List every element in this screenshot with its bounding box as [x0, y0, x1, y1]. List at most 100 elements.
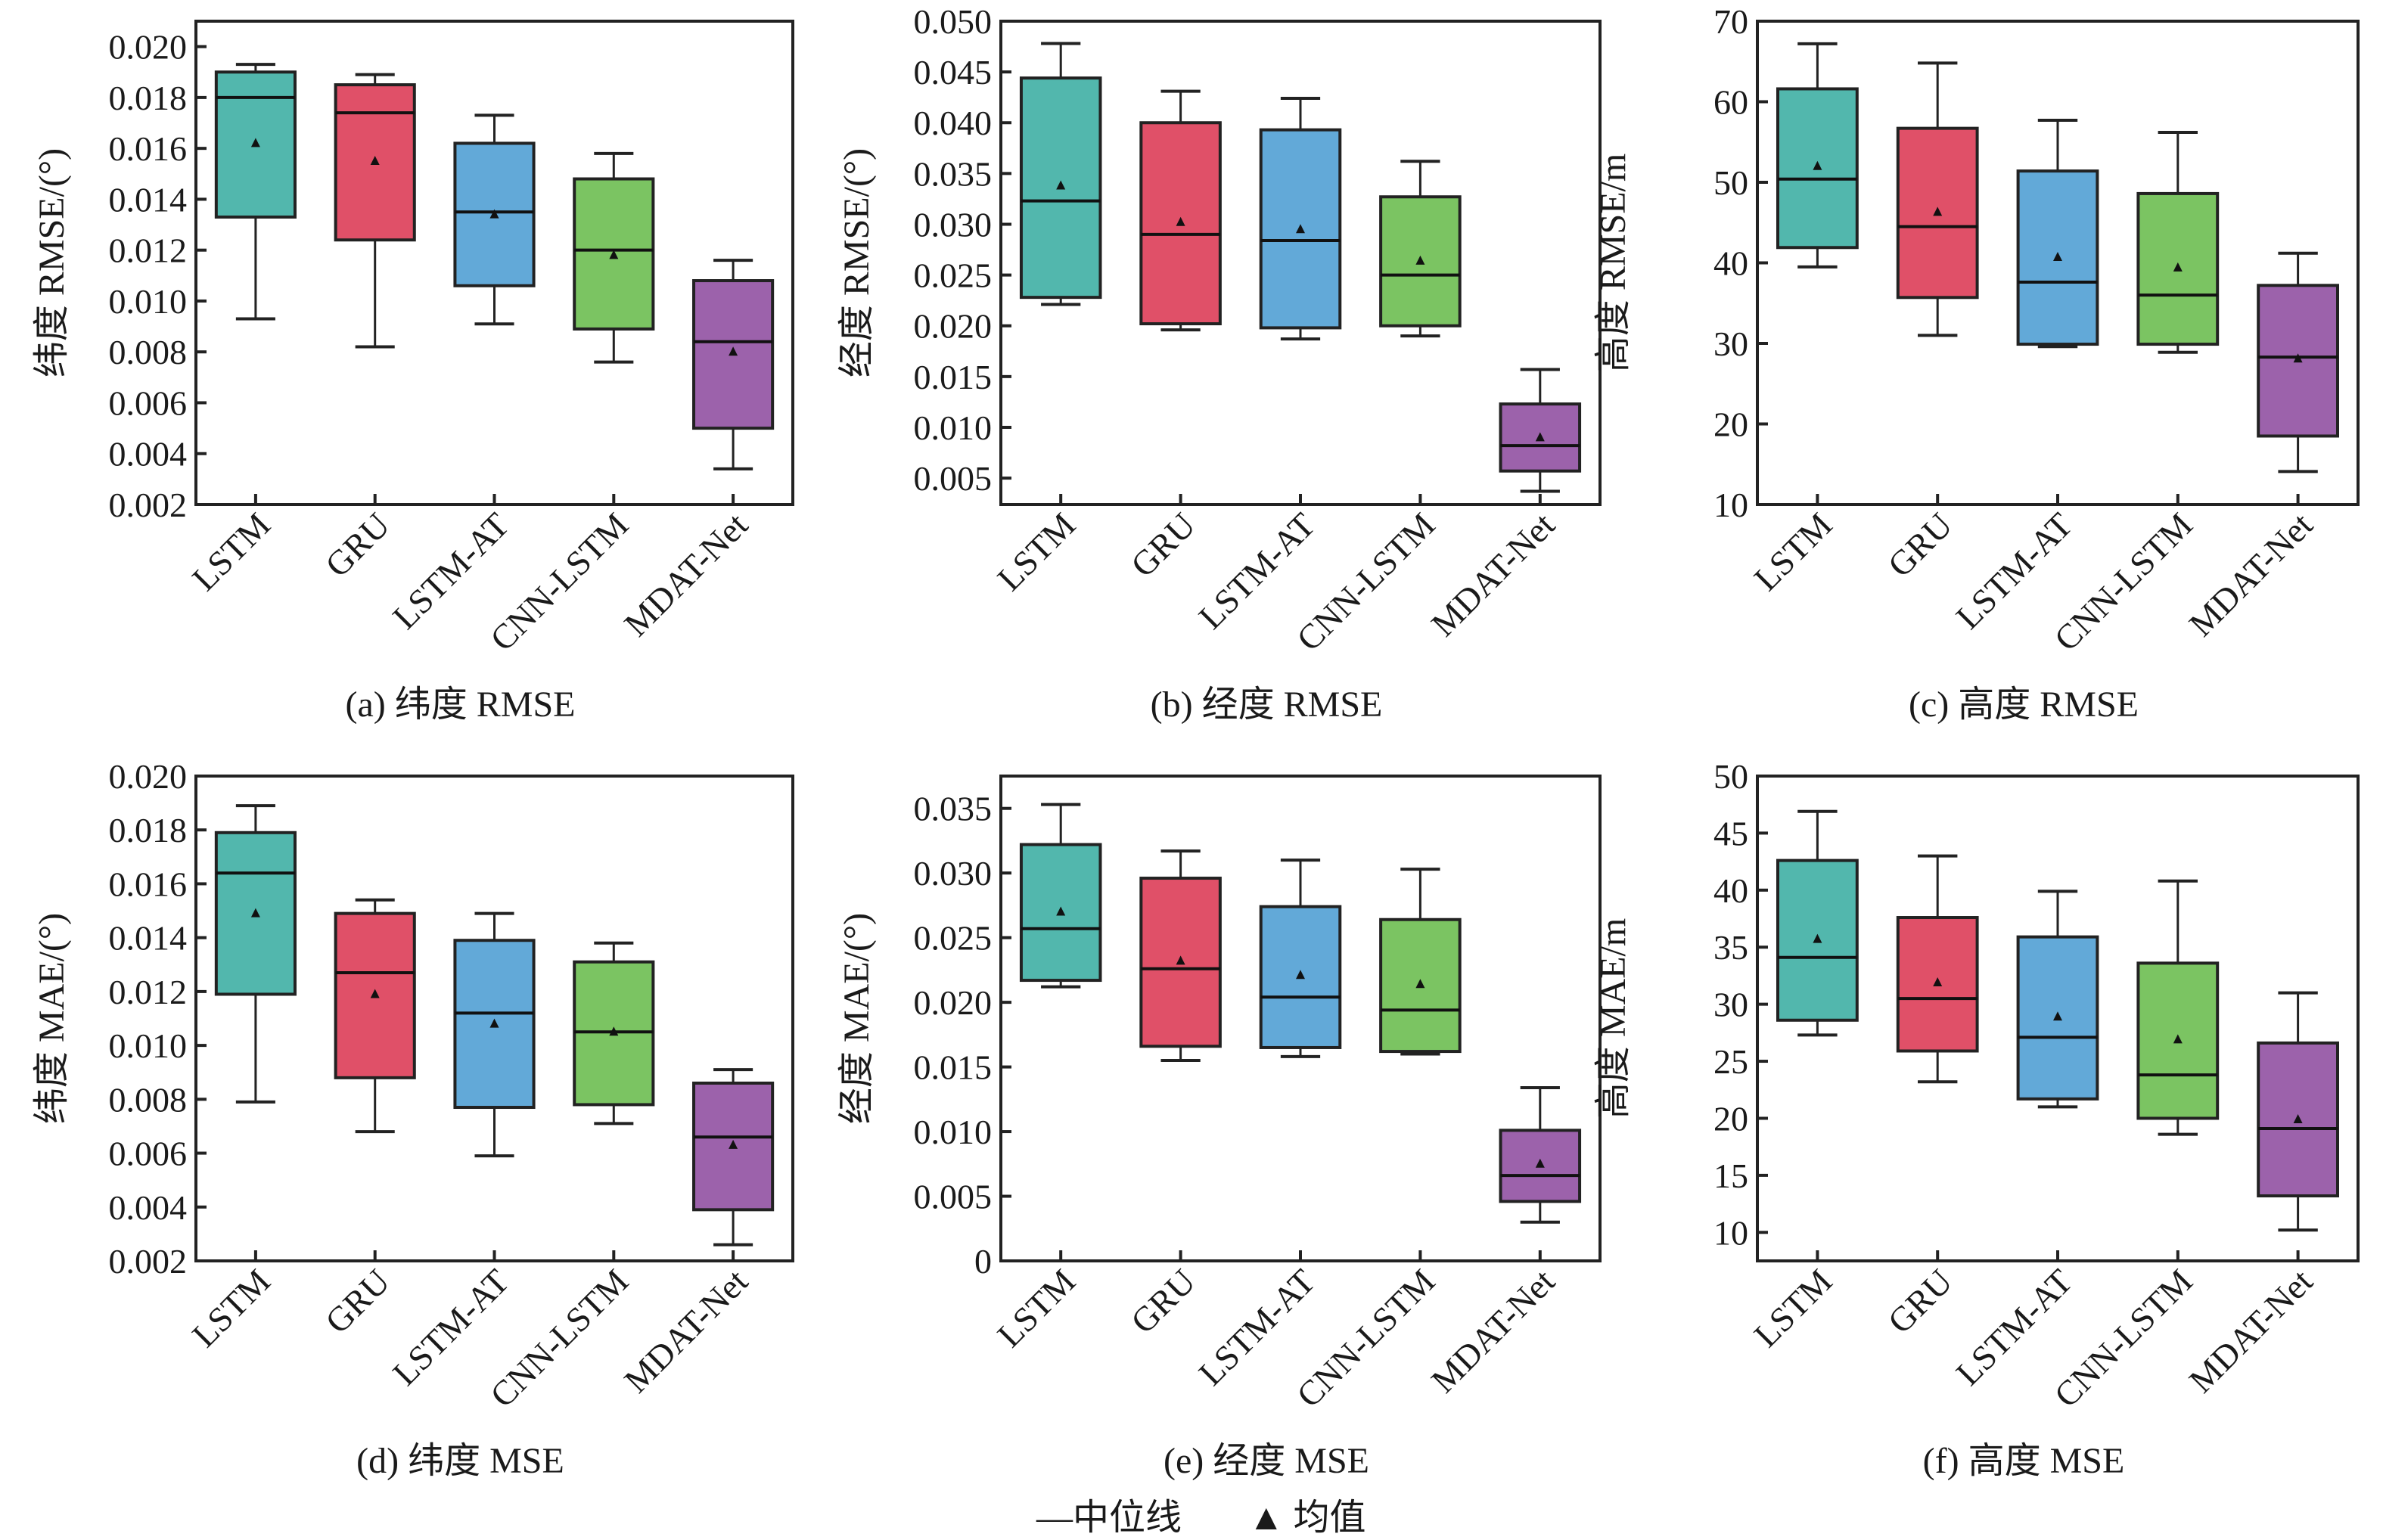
mean-marker	[1176, 955, 1185, 965]
y-tick-label: 0.025	[914, 919, 993, 958]
mean-marker	[1296, 970, 1305, 980]
box-gru	[1896, 61, 1979, 337]
y-tick-label: 10	[1713, 1213, 1748, 1252]
mean-marker	[1933, 206, 1943, 216]
panel-caption: (e) 经度 MSE	[1164, 1441, 1369, 1481]
x-tick-label: MDAT-Net	[1424, 1262, 1562, 1400]
y-tick-label: 0.010	[914, 1113, 993, 1151]
y-tick-label: 0.006	[109, 1135, 188, 1173]
box-cnn-lstm	[1379, 868, 1462, 1056]
panel-e: 0 0.005 0.010 0.015 0.020 0.025 0.030 0.035 经度 M…	[837, 775, 1602, 1481]
y-axis-label: 经度 MAE/(°)	[837, 913, 877, 1124]
mean-marker	[609, 1026, 619, 1036]
y-tick-label: 0	[974, 1242, 992, 1281]
mean-marker	[729, 346, 738, 356]
y-tick-label: 0.035	[914, 154, 993, 193]
axes-frame	[1756, 20, 2360, 506]
box-lstm	[1776, 42, 1859, 269]
legend-mean: ▲ 均值	[1248, 1498, 1366, 1538]
y-tick-label: 0.014	[109, 919, 188, 958]
x-tick-label: LSTM	[185, 505, 278, 598]
y-tick-label: 0.020	[109, 28, 188, 67]
y-tick-label: 0.014	[109, 180, 188, 219]
box-lstm-at	[1259, 97, 1342, 341]
y-tick-label: 40	[1713, 244, 1748, 283]
mean-marker	[1056, 906, 1066, 916]
box-lstm-at	[2016, 890, 2099, 1109]
y-tick-label: 0.004	[109, 435, 188, 473]
mean-marker	[1415, 979, 1425, 989]
y-tick-label: 0.020	[109, 757, 188, 796]
box-gru	[1139, 849, 1222, 1063]
y-tick-label: 0.012	[109, 231, 188, 270]
box-lstm	[1019, 803, 1102, 989]
axes-frame	[194, 20, 794, 506]
box-gru	[334, 73, 416, 349]
y-tick-label: 0.004	[109, 1188, 188, 1227]
iqr-box	[1019, 76, 1102, 300]
box-lstm-at	[453, 911, 536, 1158]
y-tick-label: 0.015	[914, 1048, 993, 1087]
mean-marker	[250, 908, 260, 917]
box-mdat-net	[692, 1068, 775, 1247]
panel-a: 0.002 0.004 0.006 0.008 0.010 0.012 0.014 0.016…	[32, 20, 794, 725]
x-tick-label: LSTM	[185, 1262, 278, 1355]
box-lstm-at	[2016, 118, 2099, 349]
axes-frame	[999, 20, 1602, 506]
legend-median: —中位线	[1036, 1498, 1182, 1538]
y-tick-label: 0.018	[109, 79, 188, 117]
box-gru	[334, 898, 416, 1134]
mean-marker	[2173, 1034, 2183, 1044]
mean-marker	[1176, 216, 1185, 226]
mean-marker	[609, 250, 619, 259]
y-tick-label: 40	[1713, 871, 1748, 910]
axes-frame	[1756, 775, 2360, 1262]
mean-marker	[2293, 353, 2303, 363]
mean-marker	[1813, 933, 1822, 943]
y-tick-label: 0.025	[914, 256, 993, 295]
legend: —中位线 ▲ 均值	[1036, 1498, 1366, 1538]
y-tick-label: 0.020	[914, 983, 993, 1022]
mean-marker	[489, 209, 499, 219]
box-lstm-at	[1259, 858, 1342, 1058]
iqr-box	[1896, 126, 1979, 300]
iqr-box	[2257, 284, 2340, 438]
y-tick-label: 0.016	[109, 129, 188, 168]
y-tick-label: 30	[1713, 324, 1748, 363]
x-tick-label: MDAT-Net	[2182, 1262, 2320, 1400]
box-cnn-lstm	[573, 151, 655, 364]
panel-caption: (b) 经度 RMSE	[1151, 685, 1383, 725]
y-tick-label: 30	[1713, 986, 1748, 1024]
y-tick-label: 0.010	[109, 282, 188, 321]
box-cnn-lstm	[1379, 160, 1462, 338]
x-tick-label: GRU	[1881, 1262, 1960, 1341]
mean-marker	[489, 1018, 499, 1028]
y-tick-label: 0.030	[914, 205, 993, 244]
y-tick-label: 0.035	[914, 790, 993, 828]
y-tick-label: 50	[1713, 163, 1748, 202]
mean-marker	[1535, 1158, 1545, 1168]
y-tick-label: 0.040	[914, 104, 993, 142]
y-axis-label: 高度 MAE/m	[1593, 918, 1633, 1119]
y-tick-label: 0.045	[914, 53, 993, 92]
x-tick-label: LSTM	[1747, 1262, 1840, 1355]
mean-marker	[250, 138, 260, 147]
box-cnn-lstm	[2136, 879, 2220, 1136]
mean-marker	[370, 155, 380, 165]
panel-caption: (f) 高度 MSE	[1923, 1441, 2125, 1481]
box-lstm	[1019, 42, 1102, 306]
panel-d: 0.002 0.004 0.006 0.008 0.010 0.012 0.014 0.016…	[32, 757, 794, 1481]
box-mdat-net	[2257, 251, 2340, 473]
x-tick-label: LSTM	[990, 1262, 1083, 1355]
mean-marker	[1296, 224, 1305, 234]
mean-marker	[1415, 255, 1425, 265]
x-tick-label: LSTM	[990, 505, 1083, 598]
y-tick-label: 70	[1713, 2, 1748, 41]
mean-marker	[2293, 1113, 2303, 1123]
y-tick-label: 25	[1713, 1042, 1748, 1081]
y-tick-label: 20	[1713, 405, 1748, 444]
box-lstm	[214, 804, 297, 1104]
y-tick-label: 0.016	[109, 865, 188, 903]
y-tick-label: 0.002	[109, 1242, 188, 1281]
panel-caption: (d) 纬度 MSE	[356, 1441, 564, 1481]
